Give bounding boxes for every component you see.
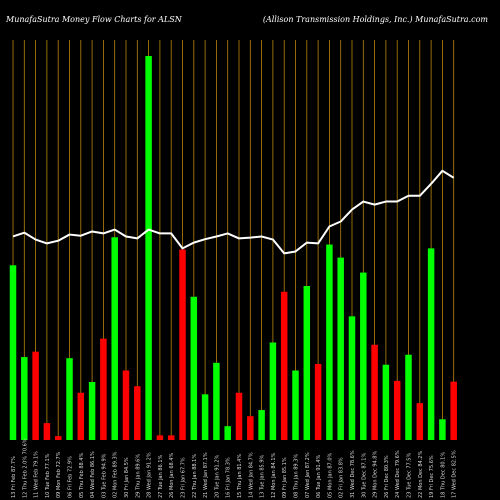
x-tick-label: 05 Thu Feb 88.4% xyxy=(79,452,85,498)
flow-bar xyxy=(156,435,164,440)
x-tick-label: 06 Tue Jan 91.4% xyxy=(316,454,322,498)
x-tick-label: 22 Mon Dec 84.2% xyxy=(418,451,424,498)
x-tick-label: 31 Wed Dec 78.6% xyxy=(350,450,356,498)
flow-bar xyxy=(100,338,107,440)
flow-bar xyxy=(269,342,277,440)
flow-bar xyxy=(122,370,130,440)
x-tick-label: 23 Fri Jan 67.7% xyxy=(181,457,187,498)
flow-bar xyxy=(348,316,356,440)
flow-bar xyxy=(393,380,401,440)
flow-bar xyxy=(247,416,254,440)
x-tick-label: 29 Mon Dec 94.8% xyxy=(373,451,379,498)
volume-bars xyxy=(9,56,457,440)
x-tick-label: 09 Fri Jan 85.1% xyxy=(282,457,288,498)
flow-bar xyxy=(88,382,96,440)
price-line xyxy=(12,169,455,255)
flow-bar xyxy=(111,237,118,440)
x-tick-label: 13 Tue Jan 85.9% xyxy=(260,454,266,498)
flow-bar xyxy=(21,357,28,440)
flow-bar xyxy=(213,362,220,440)
chart-title-right: (Allison Transmission Holdings, Inc.) Mu… xyxy=(262,15,488,24)
flow-bar xyxy=(314,363,322,440)
flow-bar xyxy=(235,392,243,440)
flow-bar xyxy=(405,354,412,440)
x-tick-label: 08 Thu Jan 89.3% xyxy=(294,454,300,498)
chart-title-left: MunafaSutra Money Flow Charts for ALSN xyxy=(6,15,182,24)
x-tick-label: 02 Mon Feb 89.3% xyxy=(113,451,119,498)
flow-bar xyxy=(427,248,435,440)
x-tick-label: 10 Tue Feb 77.1% xyxy=(45,453,51,498)
x-tick-label: 27 Tue Jan 86.1% xyxy=(158,454,164,498)
flow-bar xyxy=(179,249,186,440)
flow-bar xyxy=(66,358,73,440)
x-tick-label: 23 Tue Dec 77.5% xyxy=(407,453,413,498)
x-tick-label: 05 Mon Jan 87.0% xyxy=(327,452,333,498)
flow-bar xyxy=(337,257,344,440)
flow-bar xyxy=(292,370,299,440)
flow-bar xyxy=(258,410,265,440)
x-tick-label: 09 Mon Feb 72.7% xyxy=(56,451,62,498)
flow-bar xyxy=(9,265,17,440)
x-axis-labels: 13 Fri Feb 87.7% 12 Thu Feb 2.0% 70.6% 11 … xyxy=(11,438,458,498)
x-tick-label: 29 Thu Jan 89.6% xyxy=(135,454,141,498)
flow-bar xyxy=(371,344,378,440)
x-tick-label: 30 Fri Jan 84.5% xyxy=(124,457,130,498)
x-tick-label: 22 Thu Jan 88.1% xyxy=(192,454,198,498)
x-tick-label: 07 Wed Jan 87.2% xyxy=(305,452,311,498)
flow-bar xyxy=(326,244,333,440)
x-tick-label: 06 Fri Feb 72.9% xyxy=(68,456,74,498)
flow-bar xyxy=(32,351,39,440)
x-tick-label: 15 Thu Jan 81.4% xyxy=(237,454,243,498)
flow-bar xyxy=(450,381,457,440)
flow-bar xyxy=(439,419,446,440)
x-tick-label: 04 Wed Feb 86.1% xyxy=(90,451,96,498)
x-tick-label: 28 Wed Jan 91.2% xyxy=(147,452,153,498)
x-tick-label: 03 Tue Feb 94.9% xyxy=(101,453,107,498)
flow-bar xyxy=(54,436,62,440)
x-tick-label: 26 Fri Dec 80.3% xyxy=(384,455,390,498)
x-tick-label: 21 Wed Jan 87.1% xyxy=(203,452,209,498)
x-tick-label: 26 Mon Jan 68.4% xyxy=(169,452,175,498)
flow-bar xyxy=(201,394,209,440)
flow-bar xyxy=(43,423,51,440)
x-tick-label: 18 Thu Dec 80.1% xyxy=(440,452,446,498)
flow-bar xyxy=(77,392,85,440)
flow-bar xyxy=(145,56,152,440)
flow-bar xyxy=(190,296,198,440)
flow-bar xyxy=(416,403,424,440)
x-tick-label: 17 Wed Dec 82.5% xyxy=(452,450,458,498)
x-tick-label: 11 Wed Feb 79.1% xyxy=(34,451,40,498)
x-tick-label: 24 Wed Dec 79.6% xyxy=(395,450,401,498)
x-tick-label: 19 Fri Dec 75.6% xyxy=(429,455,435,498)
x-tick-label: 02 Fri Jan 83.8% xyxy=(339,457,345,498)
flow-bar xyxy=(134,386,141,440)
flow-bar xyxy=(360,272,367,440)
x-tick-label: 30 Tue Dec 87.1% xyxy=(361,453,367,498)
x-tick-label: 16 Fri Jan 78.3% xyxy=(226,457,232,498)
x-tick-label: 14 Wed Jan 84.7% xyxy=(248,452,254,498)
flow-bar xyxy=(280,291,288,440)
x-tick-label: 13 Fri Feb 87.7% xyxy=(11,456,17,498)
flow-bar xyxy=(167,435,175,440)
x-tick-label: 12 Thu Feb 2.0% 70.6% xyxy=(22,438,28,498)
flow-bar xyxy=(303,286,311,440)
x-tick-label: 12 Mon Jan 84.1% xyxy=(271,452,277,498)
x-tick-label: 20 Tue Jan 91.2% xyxy=(214,454,220,498)
flow-bar xyxy=(224,426,231,440)
flow-bar xyxy=(382,364,390,440)
price-line-layer xyxy=(12,169,455,255)
